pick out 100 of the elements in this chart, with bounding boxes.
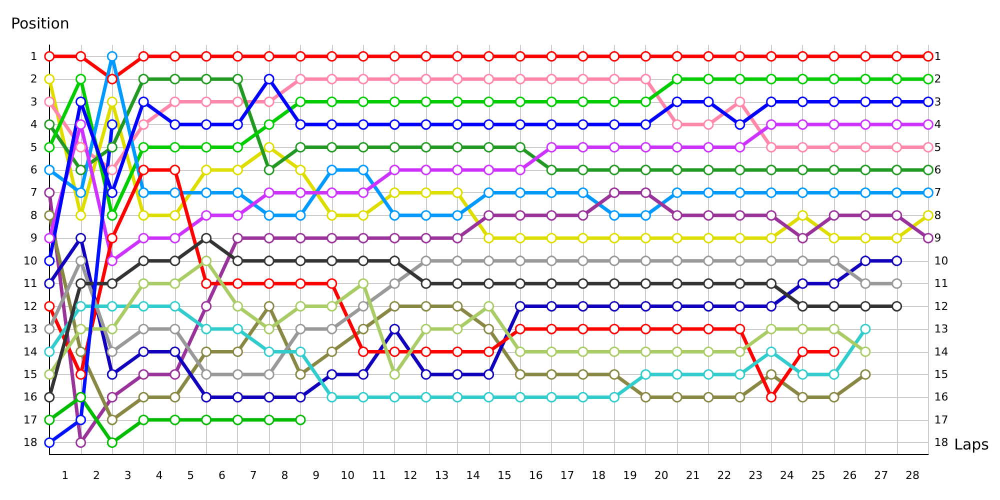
point [76, 437, 86, 448]
point [170, 369, 180, 380]
point [514, 369, 526, 380]
point [514, 164, 526, 176]
point [452, 392, 463, 402]
x-tick-label: 13 [434, 469, 449, 482]
point [609, 392, 620, 402]
point [232, 256, 243, 266]
point [295, 142, 306, 152]
point [860, 324, 871, 334]
point [358, 187, 369, 198]
point [703, 142, 714, 152]
point [326, 210, 338, 221]
point [264, 187, 274, 198]
point [514, 232, 526, 244]
point [640, 392, 651, 402]
point [640, 74, 651, 84]
point [546, 369, 557, 380]
point [264, 96, 274, 108]
point [264, 392, 274, 402]
point [420, 51, 432, 62]
point [76, 324, 86, 334]
point [389, 96, 400, 108]
y-tick-label: 18 [23, 436, 38, 450]
point [452, 142, 463, 152]
y-tick-label: 7 [30, 186, 38, 200]
point [201, 301, 212, 312]
point [703, 232, 714, 244]
point [546, 74, 557, 84]
point [484, 187, 494, 198]
point [76, 164, 86, 176]
point [138, 232, 149, 244]
point [452, 324, 463, 334]
point [892, 119, 902, 130]
point [892, 278, 902, 289]
point [358, 301, 369, 312]
point [797, 301, 808, 312]
point [828, 324, 840, 334]
point [828, 301, 840, 312]
point [484, 142, 494, 152]
point [514, 256, 526, 266]
point [326, 119, 338, 130]
point [420, 369, 432, 380]
point [734, 301, 746, 312]
point [420, 96, 432, 108]
point [640, 301, 651, 312]
point [609, 324, 620, 334]
point [358, 232, 369, 244]
point [326, 96, 338, 108]
x-tick-label: 1 [62, 469, 69, 482]
y-tick-label: 14 [23, 345, 38, 358]
point [358, 210, 369, 221]
x-tick-label: 10 [340, 469, 355, 482]
point [703, 51, 714, 62]
point [578, 210, 588, 221]
y2-tick-label: 14 [934, 345, 948, 358]
point [295, 392, 306, 402]
point [44, 256, 55, 266]
point [264, 119, 274, 130]
point [389, 278, 400, 289]
point [138, 96, 149, 108]
point [578, 142, 588, 152]
y-tick-label: 5 [30, 140, 38, 154]
point [326, 232, 338, 244]
point [295, 96, 306, 108]
point [860, 232, 871, 244]
point [734, 369, 746, 380]
point [264, 414, 274, 426]
point [922, 210, 934, 221]
point [170, 346, 180, 357]
point [389, 119, 400, 130]
point [264, 142, 274, 152]
point [326, 346, 338, 357]
point [703, 187, 714, 198]
x-tick-label: 27 [874, 469, 888, 482]
point [514, 301, 526, 312]
point [170, 119, 180, 130]
y2-tick-label: 1 [934, 50, 942, 63]
x-tick-label: 23 [748, 469, 763, 482]
point [138, 392, 149, 402]
point [766, 324, 777, 334]
point [484, 164, 494, 176]
point [138, 414, 149, 426]
point [358, 278, 369, 289]
point [609, 232, 620, 244]
point [264, 210, 274, 221]
point [703, 392, 714, 402]
point [766, 119, 777, 130]
point [640, 278, 651, 289]
x-tick-label: 25 [811, 469, 826, 482]
point [106, 437, 118, 448]
point [389, 256, 400, 266]
point [452, 301, 463, 312]
y-tick-label: 10 [23, 254, 38, 268]
point [420, 324, 432, 334]
point [640, 346, 651, 357]
point [578, 164, 588, 176]
point [828, 142, 840, 152]
point [766, 164, 777, 176]
y-tick-label: 8 [30, 208, 38, 222]
